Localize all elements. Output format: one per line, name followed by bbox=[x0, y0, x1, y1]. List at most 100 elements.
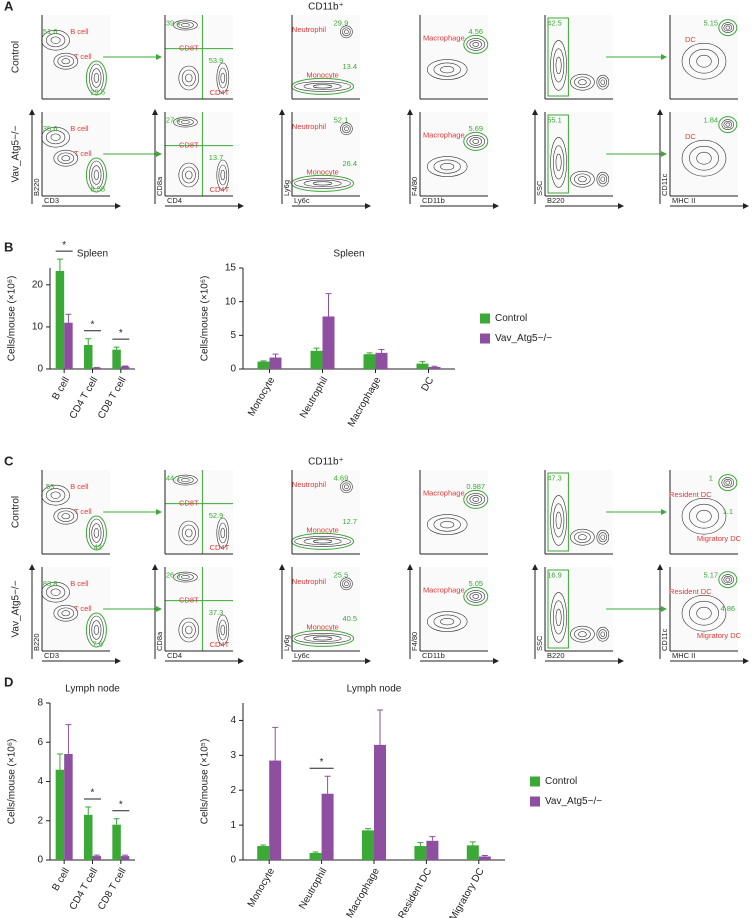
gate-label: CD8T bbox=[179, 44, 199, 53]
gate-label: Neutrophil bbox=[292, 480, 327, 489]
y-axis-label: Ly6g bbox=[282, 180, 291, 196]
bar bbox=[92, 856, 101, 860]
error-bar bbox=[272, 726, 279, 761]
contour bbox=[303, 179, 342, 188]
contour bbox=[574, 628, 591, 640]
x-axis-label: MHC II bbox=[672, 651, 695, 660]
error-bar bbox=[93, 854, 100, 857]
bar bbox=[64, 322, 73, 369]
error-bar bbox=[56, 753, 63, 770]
gate-label: 55.1 bbox=[547, 115, 562, 124]
x-axis-label: Ly6c bbox=[294, 651, 310, 660]
plot-area bbox=[420, 15, 488, 99]
contour bbox=[696, 509, 712, 523]
bar bbox=[112, 349, 121, 369]
x-axis-label: CD4 bbox=[167, 196, 182, 205]
y-tick-label: 0 bbox=[37, 364, 43, 375]
contour bbox=[177, 118, 194, 126]
gate-label: 52.1 bbox=[334, 115, 349, 124]
contour bbox=[433, 159, 461, 174]
contour bbox=[721, 574, 735, 585]
gate-label: Migratory DC bbox=[697, 534, 742, 543]
contour bbox=[45, 130, 66, 145]
contour bbox=[50, 491, 61, 499]
contour bbox=[178, 520, 200, 546]
bar bbox=[363, 354, 376, 369]
contour bbox=[89, 518, 104, 548]
contour bbox=[596, 74, 610, 90]
gate-label: 42.5 bbox=[547, 18, 562, 27]
contour bbox=[45, 33, 66, 48]
contour bbox=[472, 594, 480, 599]
contour bbox=[598, 629, 608, 640]
x-tick-label: Macrophage bbox=[346, 375, 384, 429]
error-bar bbox=[56, 258, 63, 271]
plot-area bbox=[165, 567, 233, 651]
y-tick-label: 4 bbox=[230, 715, 236, 726]
panel-letter: A bbox=[4, 0, 14, 13]
gate bbox=[718, 571, 738, 589]
bar bbox=[112, 824, 121, 860]
gate bbox=[463, 131, 489, 151]
gate-label: 5.69 bbox=[468, 124, 483, 133]
contour bbox=[469, 137, 483, 146]
y-axis-label: Cells/mouse (×10⁶) bbox=[7, 276, 18, 362]
contour bbox=[220, 624, 226, 636]
contour bbox=[181, 166, 196, 184]
x-tick-label: Migratory DC bbox=[448, 866, 487, 918]
contour bbox=[312, 181, 333, 186]
contour bbox=[93, 73, 100, 83]
error-bar bbox=[113, 818, 120, 825]
contour bbox=[340, 577, 353, 591]
legend-swatch bbox=[480, 333, 490, 344]
contour bbox=[550, 137, 567, 188]
plot-area bbox=[670, 15, 738, 99]
contour bbox=[218, 164, 228, 186]
error-bar bbox=[313, 347, 320, 351]
row-label: Vav_Atg5−/− bbox=[11, 125, 22, 182]
gate-label: 26.4 bbox=[342, 159, 357, 168]
significance-label: * bbox=[62, 240, 66, 251]
contour bbox=[440, 520, 455, 529]
gate-label: CD4T bbox=[210, 640, 230, 649]
gate-label: B cell bbox=[70, 482, 89, 491]
gate bbox=[718, 474, 738, 492]
bar bbox=[310, 350, 323, 369]
legend-swatch bbox=[530, 776, 540, 787]
error-bar bbox=[260, 360, 267, 362]
contour bbox=[725, 25, 731, 30]
gate-label: Macrophage bbox=[423, 489, 465, 498]
gate bbox=[463, 34, 489, 54]
contour bbox=[466, 590, 486, 603]
contour bbox=[61, 610, 71, 617]
y-tick-label: 4 bbox=[37, 776, 43, 787]
gate-label: 1.1 bbox=[723, 507, 733, 516]
gate-label: 42 bbox=[94, 542, 102, 551]
contour bbox=[426, 156, 468, 177]
contour bbox=[50, 36, 61, 44]
contour bbox=[342, 27, 351, 37]
bar bbox=[374, 744, 386, 860]
bar bbox=[269, 357, 282, 369]
gate-label: Monocyte bbox=[306, 525, 339, 534]
contour bbox=[303, 82, 342, 91]
gate-label: Monocyte bbox=[306, 622, 339, 631]
contour bbox=[440, 617, 455, 626]
contour bbox=[469, 592, 483, 601]
x-axis-label: CD4 bbox=[167, 651, 182, 660]
panel-header: CD11b⁺ bbox=[308, 2, 344, 13]
contour bbox=[93, 625, 100, 635]
contour bbox=[303, 634, 342, 643]
bar bbox=[257, 846, 270, 860]
contour bbox=[185, 528, 193, 538]
contour bbox=[53, 604, 79, 622]
gate-label: 7.6 bbox=[93, 639, 103, 648]
gate-label: Resident DC bbox=[669, 587, 712, 596]
contour bbox=[91, 68, 102, 88]
bar bbox=[84, 345, 93, 369]
error-bar bbox=[417, 842, 424, 847]
contour bbox=[578, 631, 587, 638]
contour bbox=[344, 29, 349, 35]
error-bar bbox=[324, 775, 331, 794]
significance-label: * bbox=[320, 757, 324, 768]
